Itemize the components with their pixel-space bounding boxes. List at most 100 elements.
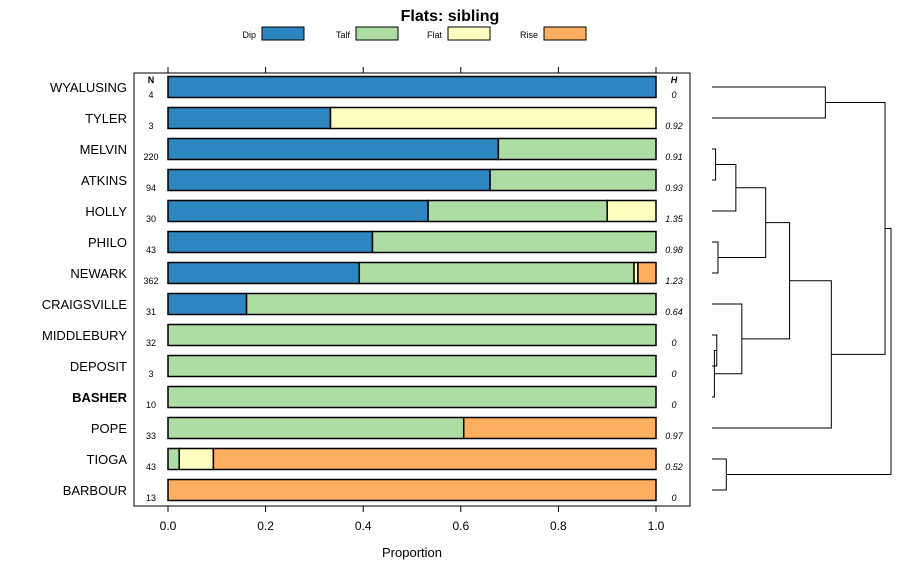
row-label: TYLER	[85, 111, 127, 126]
legend-swatch-flat	[447, 26, 491, 41]
row-n-value: 362	[143, 276, 158, 286]
legend-swatch-rise	[543, 26, 587, 41]
bar-segment-talf	[497, 137, 657, 161]
bar-segment-flat	[329, 106, 657, 130]
bar-segment-flat	[178, 447, 215, 471]
dendrogram-link	[712, 148, 717, 181]
bar-segment-talf	[167, 323, 657, 347]
dendrogram-link	[726, 227, 892, 475]
row-h-value: 0	[671, 369, 676, 379]
dendrogram-link	[825, 102, 886, 355]
row-n-value: 30	[146, 214, 156, 224]
plot-frame	[133, 72, 691, 507]
row-h-value: 0	[671, 338, 676, 348]
bar-segment-flat	[606, 199, 657, 223]
bar-segment-dip	[167, 261, 361, 285]
x-tick-label-1: 0.2	[257, 519, 274, 533]
row-n-value: 4	[148, 90, 153, 100]
row-h-value: 0.92	[665, 121, 683, 131]
row-h-value: 0.97	[665, 431, 684, 441]
row-label: BASHER	[72, 390, 128, 405]
chart-title: Flats: sibling	[401, 8, 500, 25]
row-h-value: 0	[671, 400, 676, 410]
bar-segment-rise	[212, 447, 657, 471]
x-tick-label-3: 0.6	[452, 519, 469, 533]
dendrogram-link	[712, 241, 719, 274]
dendrogram	[712, 86, 892, 491]
legend-label-dip: Dip	[242, 30, 256, 40]
bar-segment-talf	[167, 354, 657, 378]
row-h-value: 1.23	[665, 276, 683, 286]
x-tick-label-0: 0.0	[160, 519, 177, 533]
bar-segment-dip	[167, 292, 248, 316]
row-n-value: 33	[146, 431, 156, 441]
bar-segment-dip	[167, 75, 657, 99]
x-axis: 0.0 0.2 0.4 0.6 0.8 1.0	[160, 506, 665, 533]
row-h-value: 1.35	[665, 214, 684, 224]
row-h-value: 0.52	[665, 462, 683, 472]
row-label: TIOGA	[87, 452, 128, 467]
bar-segment-talf	[167, 416, 465, 440]
bar-segment-talf	[167, 447, 180, 471]
row-label: MELVIN	[80, 142, 127, 157]
bar-segment-rise	[462, 416, 657, 440]
bar-segment-rise	[167, 478, 657, 502]
row-n-value: 3	[148, 121, 153, 131]
bar-rows: WYALUSING 4 0 TYLER 3 0.92 MELVIN 220 0.91 ATKINS…	[42, 75, 684, 503]
row-label: ATKINS	[81, 173, 127, 188]
dendrogram-link	[717, 187, 767, 258]
row-label: DEPOSIT	[70, 359, 127, 374]
top-axis-ticks	[167, 67, 657, 73]
bar-segment-dip	[167, 230, 374, 254]
legend-label-talf: Talf	[336, 30, 351, 40]
dendrogram-link	[712, 280, 832, 429]
bar-segment-talf	[489, 168, 657, 192]
row-h-value: 0	[671, 493, 676, 503]
row-label: NEWARK	[70, 266, 127, 281]
x-tick-label-2: 0.4	[355, 519, 372, 533]
x-axis-label: Proportion	[382, 545, 442, 560]
h-header: H	[671, 75, 678, 85]
bar-segment-dip	[167, 137, 500, 161]
dendrogram-link	[712, 303, 743, 375]
x-tick-label-4: 0.8	[550, 519, 567, 533]
dendrogram-link	[712, 86, 826, 119]
row-label: CRAIGSVILLE	[42, 297, 128, 312]
row-label: HOLLY	[85, 204, 127, 219]
row-n-value: 31	[146, 307, 156, 317]
bar-segment-talf	[358, 261, 635, 285]
bar-segment-dip	[167, 168, 491, 192]
bar-segment-talf	[427, 199, 608, 223]
row-n-value: 94	[146, 183, 156, 193]
row-h-value: 0.91	[665, 152, 683, 162]
bar-segment-talf	[245, 292, 657, 316]
x-tick-label-5: 1.0	[648, 519, 665, 533]
row-label: WYALUSING	[50, 80, 127, 95]
row-h-value: 0	[671, 90, 676, 100]
bar-segment-dip	[167, 199, 429, 223]
legend-label-flat: Flat	[427, 30, 443, 40]
row-n-value: 32	[146, 338, 156, 348]
row-n-value: 220	[143, 152, 158, 162]
row-n-value: 13	[146, 493, 156, 503]
row-h-value: 0.93	[665, 183, 683, 193]
row-n-value: 3	[148, 369, 153, 379]
row-h-value: 0.98	[665, 245, 683, 255]
dendrogram-link	[712, 458, 727, 491]
row-label: BARBOUR	[63, 483, 127, 498]
legend: Dip Talf Flat Rise	[242, 26, 587, 41]
legend-label-rise: Rise	[520, 30, 538, 40]
row-label: MIDDLEBURY	[42, 328, 127, 343]
bar-segment-talf	[371, 230, 657, 254]
row-n-value: 43	[146, 462, 156, 472]
bar-segment-talf	[167, 385, 657, 409]
bar-segment-rise	[637, 261, 657, 285]
bar-segment-dip	[167, 106, 332, 130]
row-n-value: 10	[146, 400, 156, 410]
legend-swatch-talf	[355, 26, 399, 41]
row-n-value: 43	[146, 245, 156, 255]
n-header: N	[148, 75, 155, 85]
row-h-value: 0.64	[665, 307, 683, 317]
row-label: POPE	[91, 421, 127, 436]
